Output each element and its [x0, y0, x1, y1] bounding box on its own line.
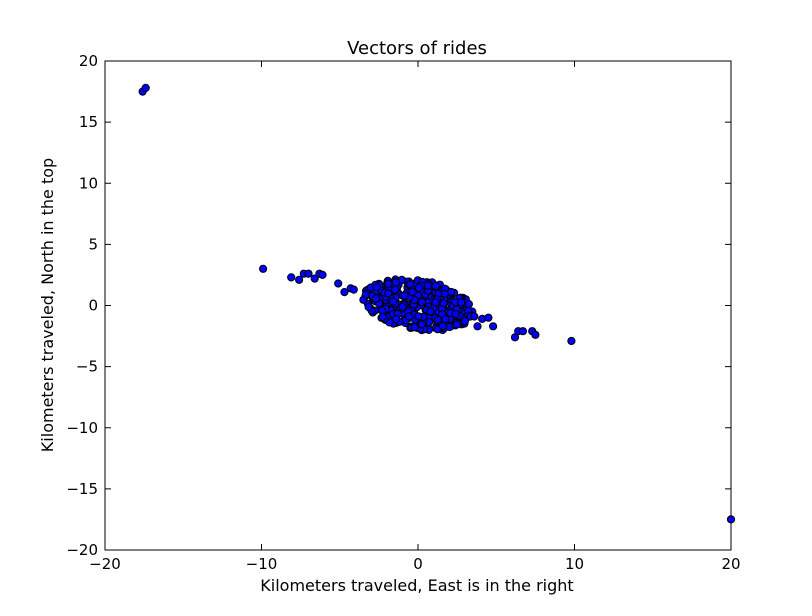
axis-ticks: −20 −10 0 10 20 −20 −15 −10 −5 0 5 10 15 20: [66, 52, 740, 573]
y-tick-label: −5: [76, 358, 98, 376]
x-tick-label: 20: [721, 555, 740, 573]
y-tick-label: 20: [79, 52, 98, 70]
scatter-point: [470, 312, 479, 321]
scatter-point: [441, 315, 450, 324]
scatter-point: [384, 279, 393, 288]
scatter-point: [438, 322, 447, 331]
y-tick-label: −15: [66, 480, 98, 498]
scatter-point: [464, 300, 473, 309]
scatter-point: [392, 315, 401, 324]
scatter-point: [391, 285, 400, 294]
scatter-point: [473, 322, 482, 331]
scatter-point: [141, 83, 150, 93]
scatter-point: [318, 270, 327, 279]
scatter-point: [372, 283, 381, 292]
scatter-point: [440, 289, 449, 298]
x-axis-label: Kilometers traveled, East is in the righ…: [260, 576, 573, 595]
scatter-point: [371, 294, 381, 303]
scatter-point: [400, 291, 409, 300]
scatter-point: [439, 299, 448, 308]
scatter-point: [259, 264, 268, 273]
scatter-point: [489, 322, 498, 331]
scatter-point: [431, 281, 440, 291]
scatter-point: [414, 312, 423, 321]
scatter-point: [398, 302, 407, 311]
scatter-point: [414, 283, 423, 292]
x-tick-label: −10: [246, 555, 278, 573]
x-tick-label: −20: [89, 555, 121, 573]
scatter-point: [433, 315, 442, 324]
scatter-point: [452, 320, 462, 329]
scatter-point: [378, 312, 387, 321]
scatter-point: [451, 310, 460, 319]
data-points: [138, 83, 736, 524]
y-tick-label: −10: [66, 419, 98, 437]
x-tick-label: 0: [413, 555, 423, 573]
scatter-point: [295, 275, 304, 284]
y-tick-label: 0: [88, 297, 98, 315]
scatter-point: [423, 281, 432, 290]
scatter-point: [391, 278, 400, 287]
y-tick-label: 5: [88, 235, 98, 253]
scatter-point: [426, 307, 435, 316]
scatter-point: [567, 336, 576, 346]
scatter-point: [389, 297, 398, 306]
chart-title: Vectors of rides: [347, 38, 487, 59]
y-tick-label: 10: [79, 174, 98, 192]
scatter-point: [431, 298, 440, 307]
scatter-point: [340, 288, 349, 297]
y-tick-label: −20: [66, 541, 98, 559]
scatter-point: [304, 269, 313, 278]
y-tick-label: 15: [79, 113, 98, 131]
scatter-point: [334, 279, 343, 288]
scatter-point: [531, 330, 540, 339]
scatter-point: [349, 285, 358, 294]
scatter-point: [406, 280, 415, 289]
scatter-point: [726, 515, 736, 524]
scatter-point: [484, 313, 493, 322]
scatter-point: [410, 323, 419, 332]
scatter-point: [384, 289, 393, 298]
scatter-point: [364, 302, 373, 312]
scatter-point: [518, 327, 528, 336]
scatter-point: [405, 312, 414, 321]
scatter-point: [287, 273, 296, 282]
y-axis-label: Kilometers traveled, North in the top: [38, 158, 57, 452]
scatter-point: [417, 320, 426, 329]
scatter-point: [310, 274, 319, 283]
scatter-point: [460, 317, 469, 326]
scatter-point: [457, 298, 466, 307]
scatter-point: [417, 298, 427, 307]
scatter-point: [408, 287, 417, 296]
x-tick-label: 10: [565, 555, 584, 573]
